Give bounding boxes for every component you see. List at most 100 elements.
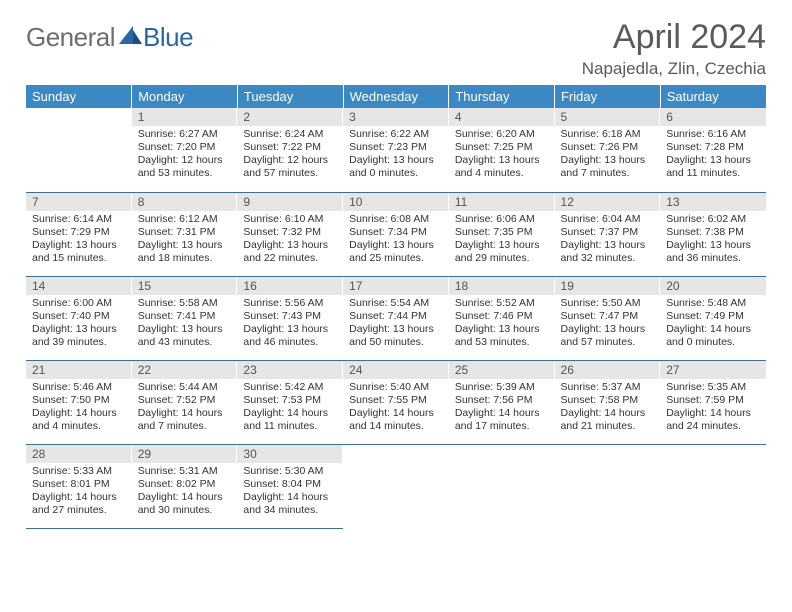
calendar-cell: 23Sunrise: 5:42 AMSunset: 7:53 PMDayligh… (237, 360, 343, 444)
day-number: 8 (132, 193, 238, 211)
calendar-row: 7Sunrise: 6:14 AMSunset: 7:29 PMDaylight… (26, 192, 766, 276)
logo-blue: Blue (143, 22, 193, 53)
day-number: 6 (660, 108, 766, 126)
calendar-cell: 6Sunrise: 6:16 AMSunset: 7:28 PMDaylight… (660, 108, 766, 192)
calendar-cell (26, 108, 132, 192)
day-detail: Sunrise: 6:10 AMSunset: 7:32 PMDaylight:… (237, 211, 343, 270)
weekday-header: Friday (555, 85, 661, 108)
logo-general: General (26, 22, 115, 53)
day-detail: Sunrise: 5:37 AMSunset: 7:58 PMDaylight:… (555, 379, 661, 438)
day-number: 22 (132, 361, 238, 379)
calendar-table: SundayMondayTuesdayWednesdayThursdayFrid… (26, 85, 766, 529)
calendar-cell: 28Sunrise: 5:33 AMSunset: 8:01 PMDayligh… (26, 444, 132, 528)
day-number: 13 (660, 193, 766, 211)
day-number: 19 (555, 277, 661, 295)
day-detail: Sunrise: 5:46 AMSunset: 7:50 PMDaylight:… (26, 379, 132, 438)
day-number: 26 (555, 361, 661, 379)
calendar-cell: 4Sunrise: 6:20 AMSunset: 7:25 PMDaylight… (449, 108, 555, 192)
calendar-cell: 2Sunrise: 6:24 AMSunset: 7:22 PMDaylight… (237, 108, 343, 192)
calendar-cell: 22Sunrise: 5:44 AMSunset: 7:52 PMDayligh… (132, 360, 238, 444)
day-detail: Sunrise: 5:42 AMSunset: 7:53 PMDaylight:… (237, 379, 343, 438)
header: General Blue April 2024 Napajedla, Zlin,… (26, 18, 766, 79)
day-number: 27 (660, 361, 766, 379)
day-detail: Sunrise: 5:40 AMSunset: 7:55 PMDaylight:… (343, 379, 449, 438)
day-number: 15 (132, 277, 238, 295)
day-detail: Sunrise: 5:33 AMSunset: 8:01 PMDaylight:… (26, 463, 132, 522)
calendar-cell: 24Sunrise: 5:40 AMSunset: 7:55 PMDayligh… (343, 360, 449, 444)
weekday-header: Saturday (660, 85, 766, 108)
day-detail: Sunrise: 6:16 AMSunset: 7:28 PMDaylight:… (660, 126, 766, 185)
calendar-cell (343, 444, 449, 528)
day-detail: Sunrise: 6:20 AMSunset: 7:25 PMDaylight:… (449, 126, 555, 185)
calendar-cell (449, 444, 555, 528)
calendar-cell: 15Sunrise: 5:58 AMSunset: 7:41 PMDayligh… (132, 276, 238, 360)
day-number: 7 (26, 193, 132, 211)
calendar-body: 1Sunrise: 6:27 AMSunset: 7:20 PMDaylight… (26, 108, 766, 528)
calendar-cell: 29Sunrise: 5:31 AMSunset: 8:02 PMDayligh… (132, 444, 238, 528)
day-detail: Sunrise: 6:22 AMSunset: 7:23 PMDaylight:… (343, 126, 449, 185)
calendar-cell: 20Sunrise: 5:48 AMSunset: 7:49 PMDayligh… (660, 276, 766, 360)
day-number: 9 (237, 193, 343, 211)
day-number: 20 (660, 277, 766, 295)
day-number: 11 (449, 193, 555, 211)
day-detail: Sunrise: 5:31 AMSunset: 8:02 PMDaylight:… (132, 463, 238, 522)
day-detail: Sunrise: 6:04 AMSunset: 7:37 PMDaylight:… (555, 211, 661, 270)
calendar-head: SundayMondayTuesdayWednesdayThursdayFrid… (26, 85, 766, 108)
weekday-header: Wednesday (343, 85, 449, 108)
day-detail: Sunrise: 5:48 AMSunset: 7:49 PMDaylight:… (660, 295, 766, 354)
day-detail: Sunrise: 6:27 AMSunset: 7:20 PMDaylight:… (132, 126, 238, 185)
day-detail: Sunrise: 6:08 AMSunset: 7:34 PMDaylight:… (343, 211, 449, 270)
calendar-cell (555, 444, 661, 528)
calendar-cell: 10Sunrise: 6:08 AMSunset: 7:34 PMDayligh… (343, 192, 449, 276)
day-number: 3 (343, 108, 449, 126)
calendar-cell: 14Sunrise: 6:00 AMSunset: 7:40 PMDayligh… (26, 276, 132, 360)
day-number: 5 (555, 108, 661, 126)
day-number: 4 (449, 108, 555, 126)
day-detail: Sunrise: 5:50 AMSunset: 7:47 PMDaylight:… (555, 295, 661, 354)
day-detail: Sunrise: 6:02 AMSunset: 7:38 PMDaylight:… (660, 211, 766, 270)
day-detail: Sunrise: 6:06 AMSunset: 7:35 PMDaylight:… (449, 211, 555, 270)
day-number: 28 (26, 445, 132, 463)
calendar-cell (660, 444, 766, 528)
day-detail: Sunrise: 6:24 AMSunset: 7:22 PMDaylight:… (237, 126, 343, 185)
calendar-cell: 7Sunrise: 6:14 AMSunset: 7:29 PMDaylight… (26, 192, 132, 276)
calendar-cell: 1Sunrise: 6:27 AMSunset: 7:20 PMDaylight… (132, 108, 238, 192)
logo: General Blue (26, 22, 193, 53)
calendar-row: 21Sunrise: 5:46 AMSunset: 7:50 PMDayligh… (26, 360, 766, 444)
day-detail: Sunrise: 6:18 AMSunset: 7:26 PMDaylight:… (555, 126, 661, 185)
calendar-cell: 9Sunrise: 6:10 AMSunset: 7:32 PMDaylight… (237, 192, 343, 276)
day-number: 2 (237, 108, 343, 126)
day-number: 10 (343, 193, 449, 211)
calendar-cell: 18Sunrise: 5:52 AMSunset: 7:46 PMDayligh… (449, 276, 555, 360)
logo-triangle-icon (119, 26, 143, 44)
day-detail: Sunrise: 6:00 AMSunset: 7:40 PMDaylight:… (26, 295, 132, 354)
day-number: 12 (555, 193, 661, 211)
calendar-cell: 5Sunrise: 6:18 AMSunset: 7:26 PMDaylight… (555, 108, 661, 192)
day-detail: Sunrise: 5:30 AMSunset: 8:04 PMDaylight:… (237, 463, 343, 522)
day-detail: Sunrise: 5:39 AMSunset: 7:56 PMDaylight:… (449, 379, 555, 438)
day-detail: Sunrise: 6:12 AMSunset: 7:31 PMDaylight:… (132, 211, 238, 270)
day-detail: Sunrise: 5:58 AMSunset: 7:41 PMDaylight:… (132, 295, 238, 354)
calendar-cell: 17Sunrise: 5:54 AMSunset: 7:44 PMDayligh… (343, 276, 449, 360)
calendar-cell: 27Sunrise: 5:35 AMSunset: 7:59 PMDayligh… (660, 360, 766, 444)
weekday-header: Sunday (26, 85, 132, 108)
day-number: 23 (237, 361, 343, 379)
day-number: 29 (132, 445, 238, 463)
weekday-header: Monday (132, 85, 238, 108)
calendar-cell: 30Sunrise: 5:30 AMSunset: 8:04 PMDayligh… (237, 444, 343, 528)
day-detail: Sunrise: 5:44 AMSunset: 7:52 PMDaylight:… (132, 379, 238, 438)
location: Napajedla, Zlin, Czechia (582, 59, 766, 79)
day-number: 16 (237, 277, 343, 295)
day-detail: Sunrise: 6:14 AMSunset: 7:29 PMDaylight:… (26, 211, 132, 270)
calendar-cell: 12Sunrise: 6:04 AMSunset: 7:37 PMDayligh… (555, 192, 661, 276)
title-block: April 2024 Napajedla, Zlin, Czechia (582, 18, 766, 79)
day-detail: Sunrise: 5:56 AMSunset: 7:43 PMDaylight:… (237, 295, 343, 354)
calendar-cell: 19Sunrise: 5:50 AMSunset: 7:47 PMDayligh… (555, 276, 661, 360)
calendar-cell: 25Sunrise: 5:39 AMSunset: 7:56 PMDayligh… (449, 360, 555, 444)
day-detail: Sunrise: 5:52 AMSunset: 7:46 PMDaylight:… (449, 295, 555, 354)
calendar-cell: 13Sunrise: 6:02 AMSunset: 7:38 PMDayligh… (660, 192, 766, 276)
day-detail: Sunrise: 5:54 AMSunset: 7:44 PMDaylight:… (343, 295, 449, 354)
day-number: 18 (449, 277, 555, 295)
day-detail: Sunrise: 5:35 AMSunset: 7:59 PMDaylight:… (660, 379, 766, 438)
calendar-cell: 21Sunrise: 5:46 AMSunset: 7:50 PMDayligh… (26, 360, 132, 444)
